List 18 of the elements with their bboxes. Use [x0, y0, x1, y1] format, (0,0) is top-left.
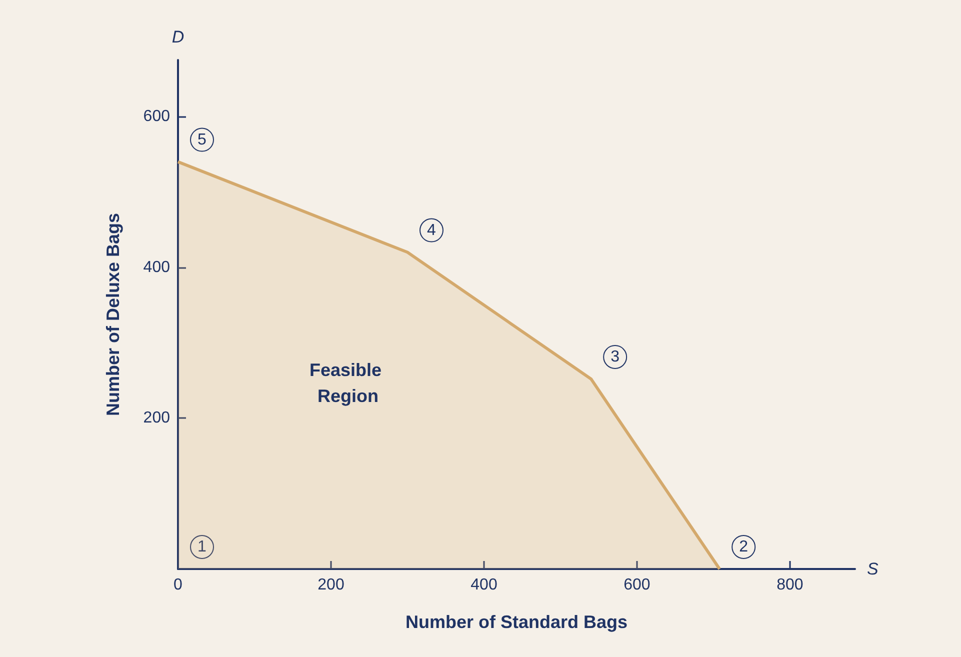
y-tick-label: 400 [143, 258, 170, 276]
x-tick-label: 0 [174, 576, 183, 594]
x-tick-label: 200 [318, 576, 344, 594]
annotation: 3 [610, 348, 620, 366]
x-tick-label: 800 [776, 576, 804, 594]
x-axis-title: Number of Standard Bags [405, 612, 628, 632]
y-tick-label: 200 [143, 410, 170, 427]
text: S [867, 560, 879, 578]
text: D [172, 28, 184, 46]
y-axis-title: Number of Deluxe Bags [103, 212, 123, 416]
annotation: Feasible Region [309, 360, 387, 406]
x-tick-label: 600 [624, 576, 650, 594]
annotation: 4 [427, 222, 436, 239]
annotation: 2 [739, 538, 748, 556]
x-tick-label: 400 [470, 576, 498, 594]
y-tick-label: 600 [143, 108, 170, 126]
annotation: 1 [198, 538, 207, 556]
annotation: 5 [198, 131, 207, 148]
